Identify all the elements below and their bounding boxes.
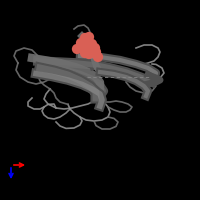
Point <box>87 35 91 39</box>
Point <box>94 50 98 54</box>
Point <box>87 52 91 56</box>
Point <box>90 42 94 46</box>
Point <box>79 41 83 45</box>
Point <box>86 44 90 48</box>
Point <box>83 51 87 55</box>
Point <box>91 51 95 55</box>
Point <box>83 36 87 40</box>
Point <box>75 47 79 51</box>
Point <box>96 55 100 59</box>
Point <box>89 47 93 51</box>
Point <box>81 46 85 50</box>
Point <box>93 46 97 50</box>
